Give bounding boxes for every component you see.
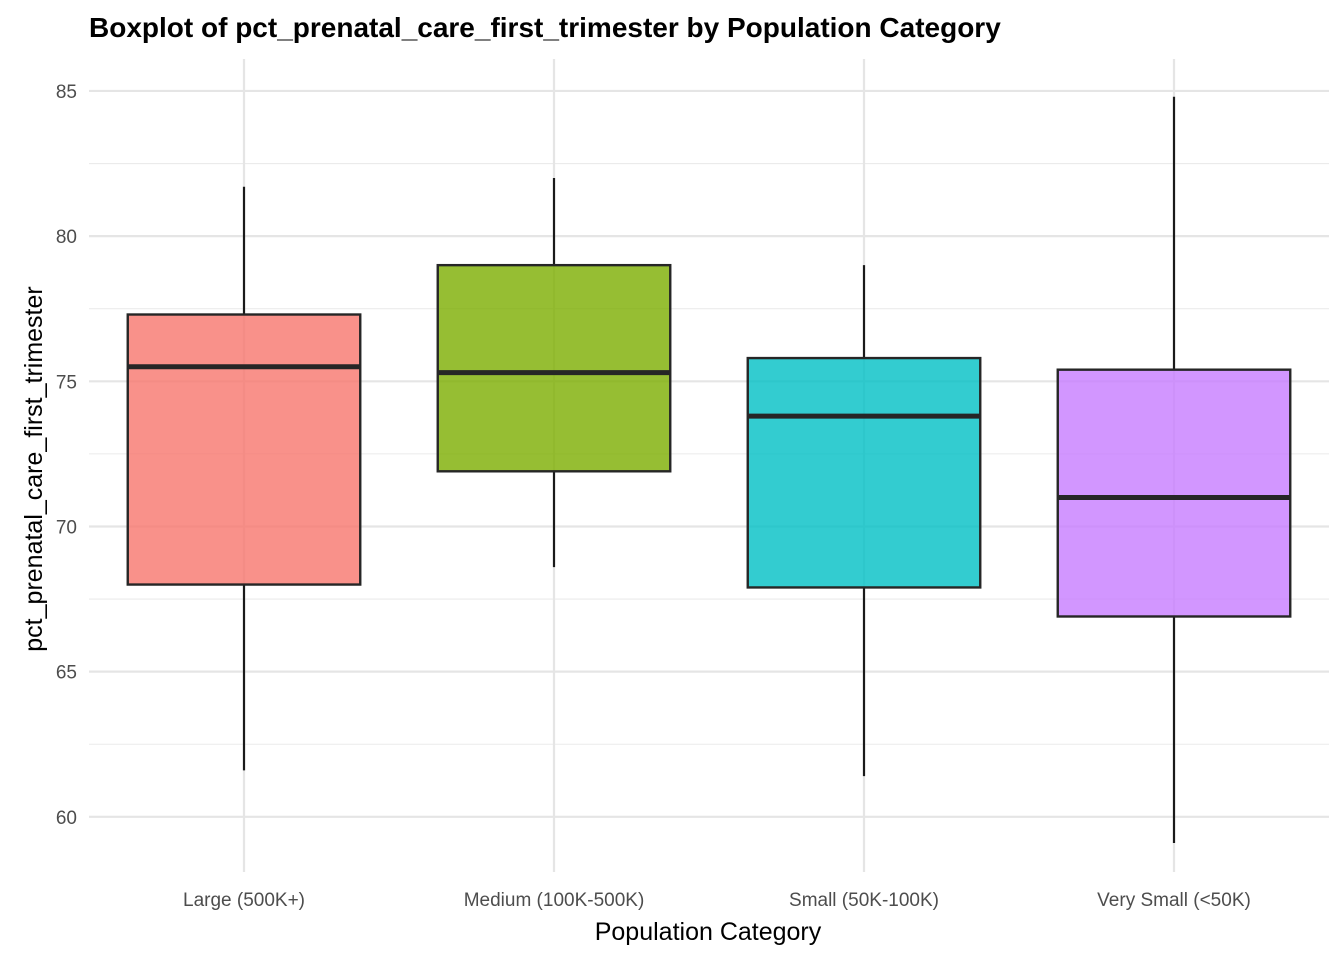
y-tick-label: 65 [56,663,77,684]
box-group [1056,96,1292,843]
box-iqr [126,313,362,586]
y-tick-label: 75 [56,372,77,393]
box-iqr [436,263,672,473]
x-tick-label: Medium (100K-500K) [464,890,645,911]
box-group [436,178,672,568]
y-tick-label: 85 [56,82,77,103]
box-group [746,265,982,777]
box-iqr [1056,368,1292,618]
x-axis-title: Population Category [595,918,822,946]
x-axis-ticks: Large (500K+) Medium (100K-500K) Small (50… [183,890,1251,911]
y-tick-label: 60 [56,808,77,829]
x-tick-label: Small (50K-100K) [789,890,939,911]
x-tick-label: Very Small (<50K) [1097,890,1251,911]
y-axis-title: pct_prenatal_care_first_trimester [20,286,48,651]
y-tick-label: 70 [56,517,77,538]
y-tick-label: 80 [56,227,77,248]
box-group [126,186,362,771]
chart-title: Boxplot of pct_prenatal_care_first_trime… [89,12,1001,43]
boxes [126,96,1292,843]
y-axis-ticks: 60 65 70 75 80 85 [56,82,77,829]
x-tick-label: Large (500K+) [183,890,305,911]
box-iqr [746,356,982,589]
